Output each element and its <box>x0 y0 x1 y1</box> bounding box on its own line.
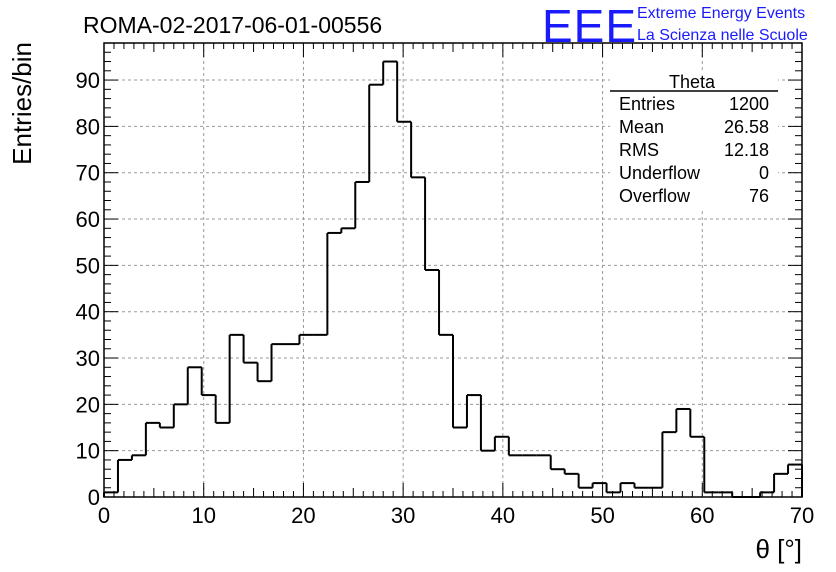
histogram-bars <box>103 60 803 498</box>
y-tick-label: 40 <box>76 300 100 325</box>
stats-box-title: Theta <box>669 72 716 92</box>
stats-box-background <box>610 73 778 209</box>
y-tick-label: 70 <box>76 161 100 186</box>
x-tick-label: 30 <box>391 503 415 528</box>
x-tick-label: 60 <box>690 503 714 528</box>
x-tick-label: 20 <box>291 503 315 528</box>
chart-title: ROMA-02-2017-06-01-00556 <box>83 12 382 38</box>
x-tick-label: 0 <box>98 503 110 528</box>
stats-row-label: Overflow <box>619 186 691 206</box>
x-axis-title: θ [°] <box>755 534 802 564</box>
y-tick-label: 50 <box>76 253 100 278</box>
x-tick-label: 50 <box>590 503 614 528</box>
stats-row-value: 1200 <box>729 94 769 114</box>
stats-row-value: 12.18 <box>724 140 769 160</box>
x-tick-label: 70 <box>790 503 814 528</box>
x-tick-labels: 0 10 20 30 40 50 60 70 <box>98 503 814 528</box>
y-tick-label: 20 <box>76 392 100 417</box>
stats-row-label: RMS <box>619 140 659 160</box>
stats-row-label: Entries <box>619 94 675 114</box>
y-tick-label: 90 <box>76 68 100 93</box>
plot-frame <box>103 42 803 498</box>
stats-box: Theta Entries 1200 Mean 26.58 RMS 12.18 Underf… <box>610 72 778 209</box>
stats-row-value: 0 <box>759 163 769 183</box>
y-tick-label: 30 <box>76 346 100 371</box>
x-tick-label: 40 <box>491 503 515 528</box>
logo-line-1: Extreme Energy Events <box>637 5 805 22</box>
y-axis-title: Entries/bin <box>7 42 37 165</box>
stats-row-label: Underflow <box>619 163 701 183</box>
y-tick-label: 60 <box>76 207 100 232</box>
y-tick-labels: 0 10 20 30 40 50 60 70 80 90 <box>76 68 100 510</box>
logo-line-2: La Scienza nelle Scuole <box>637 27 808 44</box>
y-tick-label: 10 <box>76 439 100 464</box>
x-tick-label: 10 <box>191 503 215 528</box>
y-tick-label: 0 <box>88 485 100 510</box>
eee-logo: EEE Extreme Energy Events La Scienza nel… <box>542 0 808 52</box>
stats-row-value: 26.58 <box>724 117 769 137</box>
y-tick-label: 80 <box>76 114 100 139</box>
stats-row-value: 76 <box>749 186 769 206</box>
stats-row-label: Mean <box>619 117 664 137</box>
